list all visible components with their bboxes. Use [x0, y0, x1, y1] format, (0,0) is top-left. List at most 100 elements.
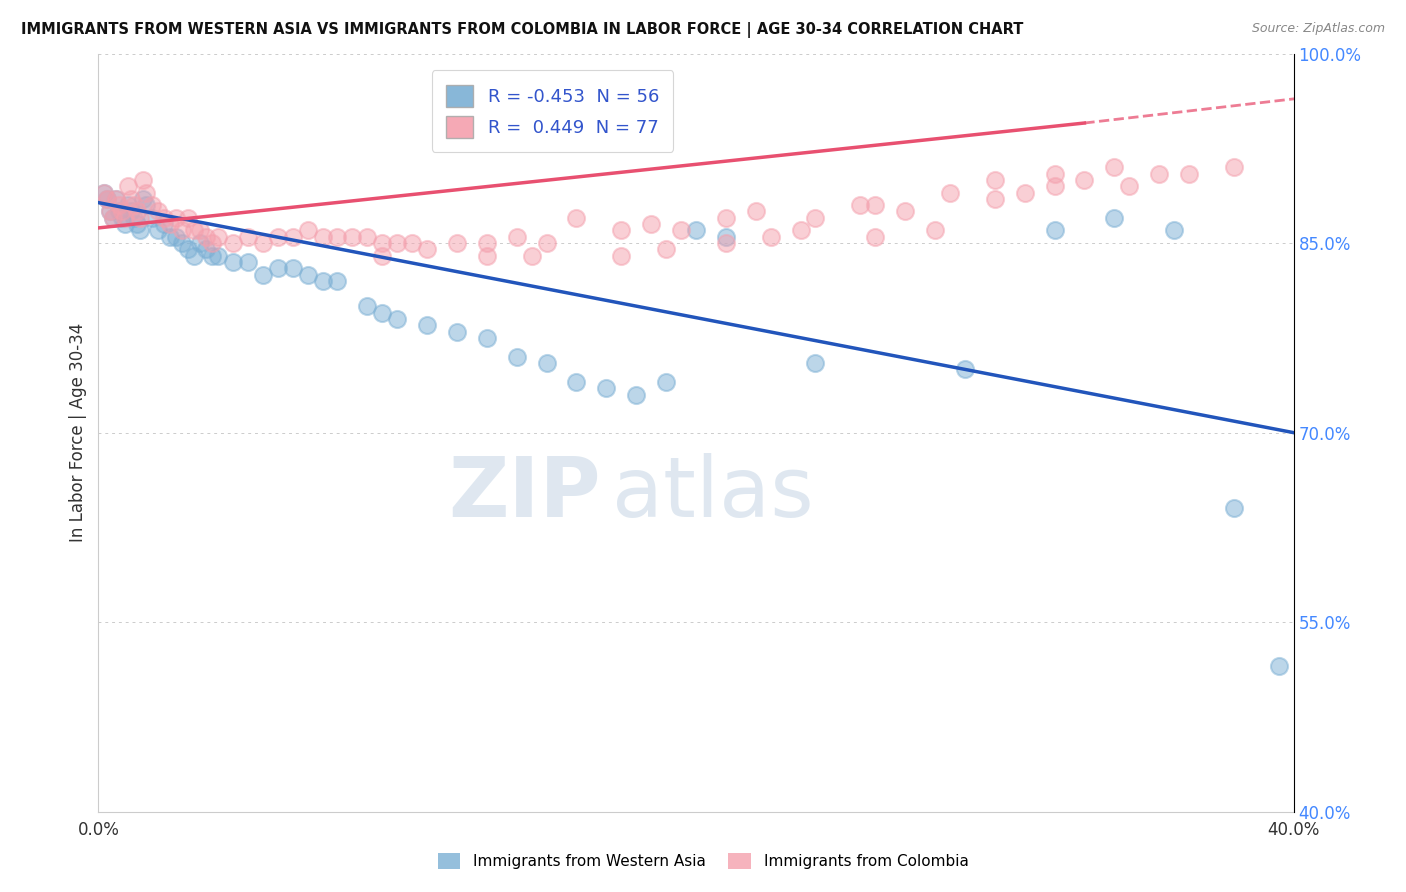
Point [640, 217, 662, 231]
Point [172, 236, 194, 251]
Point [114, 211, 136, 225]
Point [745, 204, 768, 219]
Point [183, 223, 205, 237]
Point [1147, 167, 1170, 181]
Text: ZIP: ZIP [449, 453, 600, 533]
Point [201, 236, 224, 251]
Point [326, 229, 349, 244]
Point [129, 223, 152, 237]
Point [127, 217, 149, 231]
Point [183, 249, 205, 263]
Point [177, 243, 200, 257]
Point [356, 229, 378, 244]
Point [1178, 167, 1201, 181]
Point [98, 204, 122, 219]
Point [416, 318, 439, 333]
Point [1104, 211, 1126, 225]
Point [610, 249, 633, 263]
Point [506, 350, 529, 364]
Point [105, 192, 128, 206]
Text: Source: ZipAtlas.com: Source: ZipAtlas.com [1251, 22, 1385, 36]
Point [103, 211, 125, 225]
Point [475, 249, 498, 263]
Point [655, 375, 678, 389]
Point [371, 249, 394, 263]
Point [267, 229, 290, 244]
Text: atlas: atlas [613, 453, 814, 533]
Point [685, 223, 707, 237]
Point [371, 236, 394, 251]
Point [849, 198, 872, 212]
Point [401, 236, 423, 251]
Point [188, 236, 211, 251]
Point [207, 249, 229, 263]
Point [108, 198, 131, 212]
Point [894, 204, 917, 219]
Point [135, 198, 157, 212]
Point [1163, 223, 1185, 237]
Point [714, 236, 737, 251]
Point [153, 217, 176, 231]
Point [536, 356, 558, 370]
Point [165, 229, 187, 244]
Point [281, 229, 304, 244]
Point [236, 255, 259, 269]
Legend: R = -0.453  N = 56, R =  0.449  N = 77: R = -0.453 N = 56, R = 0.449 N = 77 [432, 70, 673, 153]
Point [177, 211, 200, 225]
Point [669, 223, 692, 237]
Point [281, 261, 304, 276]
Point [195, 229, 218, 244]
Point [371, 305, 394, 319]
Y-axis label: In Labor Force | Age 30-34: In Labor Force | Age 30-34 [69, 323, 87, 542]
Point [506, 229, 529, 244]
Point [385, 312, 409, 326]
Point [865, 229, 887, 244]
Point [1223, 501, 1246, 516]
Point [103, 211, 125, 225]
Point [93, 186, 115, 200]
Point [222, 255, 245, 269]
Point [141, 211, 163, 225]
Point [111, 211, 134, 225]
Point [789, 223, 811, 237]
Point [311, 229, 333, 244]
Point [252, 236, 274, 251]
Point [939, 186, 962, 200]
Point [132, 173, 155, 187]
Point [385, 236, 409, 251]
Point [714, 229, 737, 244]
Point [252, 268, 274, 282]
Point [93, 186, 115, 200]
Point [117, 179, 139, 194]
Point [626, 388, 648, 402]
Point [1267, 659, 1289, 673]
Point [96, 192, 118, 206]
Point [236, 229, 259, 244]
Point [267, 261, 290, 276]
Point [135, 186, 157, 200]
Point [129, 211, 152, 225]
Point [1104, 161, 1126, 175]
Point [475, 236, 498, 251]
Point [111, 204, 134, 219]
Point [108, 204, 131, 219]
Point [326, 274, 349, 288]
Point [124, 211, 146, 225]
Point [342, 229, 364, 244]
Point [124, 198, 146, 212]
Legend: Immigrants from Western Asia, Immigrants from Colombia: Immigrants from Western Asia, Immigrants… [432, 847, 974, 875]
Point [120, 204, 142, 219]
Point [195, 243, 218, 257]
Point [311, 274, 333, 288]
Point [610, 223, 633, 237]
Point [1043, 223, 1066, 237]
Point [297, 223, 319, 237]
Point [446, 325, 468, 339]
Point [714, 211, 737, 225]
Point [595, 381, 617, 395]
Point [120, 192, 142, 206]
Point [804, 211, 827, 225]
Point [114, 217, 136, 231]
Point [297, 268, 319, 282]
Point [201, 249, 224, 263]
